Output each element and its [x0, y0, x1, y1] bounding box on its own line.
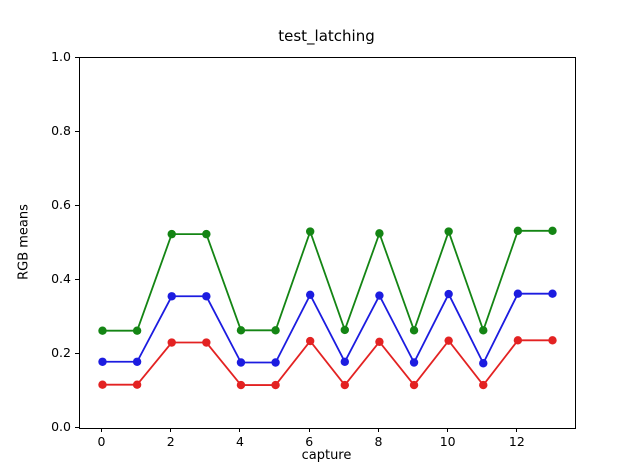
line-chart-canvas: [98, 226, 557, 390]
marker-blue-1: [132, 357, 142, 366]
marker-green-7: [340, 325, 350, 335]
marker-red-2: [167, 338, 176, 347]
marker-red-8: [375, 337, 384, 346]
marker-red-11: [479, 380, 488, 390]
x-tick-mark: [308, 428, 310, 432]
marker-green-12: [513, 226, 523, 235]
marker-red-9: [409, 380, 419, 390]
marker-red-3: [202, 338, 211, 347]
x-axis-label: capture: [301, 448, 352, 463]
y-tick-mark: [75, 426, 79, 428]
marker-green-8: [375, 229, 384, 238]
marker-blue-7: [340, 357, 350, 366]
x-tick-label: 8: [374, 434, 383, 449]
marker-red-5: [271, 380, 280, 390]
marker-blue-13: [548, 289, 557, 298]
marker-blue-5: [271, 358, 280, 367]
marker-green-6: [305, 227, 315, 236]
x-tick-mark: [516, 428, 518, 432]
x-tick-label: 4: [235, 434, 244, 449]
y-tick-label: 0.0: [51, 419, 71, 434]
marker-green-10: [444, 227, 453, 236]
marker-red-13: [548, 336, 557, 345]
y-tick-label: 0.2: [51, 345, 71, 360]
y-tick-label: 1.0: [51, 49, 71, 64]
y-tick-mark: [75, 278, 79, 280]
marker-blue-2: [167, 292, 176, 301]
y-tick-mark: [75, 204, 79, 206]
x-tick-label: 6: [305, 434, 314, 449]
marker-green-4: [236, 326, 246, 335]
marker-green-3: [202, 229, 211, 239]
x-tick-mark: [170, 428, 172, 432]
x-tick-mark: [447, 428, 449, 432]
x-tick-label: 0: [97, 434, 106, 449]
marker-blue-9: [409, 358, 419, 367]
y-tick-label: 0.8: [51, 123, 71, 138]
marker-blue-8: [375, 291, 384, 300]
marker-green-0: [98, 326, 107, 335]
y-tick-label: 0.4: [51, 271, 71, 286]
marker-red-0: [98, 380, 107, 389]
series-line-green: [102, 228, 553, 334]
marker-green-9: [409, 326, 419, 335]
plot-area: [79, 57, 576, 429]
y-tick-label: 0.6: [51, 197, 71, 212]
marker-green-5: [271, 326, 280, 335]
marker-red-1: [132, 380, 142, 389]
x-tick-mark: [377, 428, 379, 432]
x-tick-label: 10: [439, 434, 456, 449]
marker-green-2: [167, 229, 176, 239]
marker-red-12: [513, 336, 523, 345]
marker-green-1: [132, 326, 142, 335]
marker-red-10: [444, 336, 453, 345]
x-tick-label: 12: [508, 434, 525, 449]
marker-blue-6: [305, 290, 315, 299]
marker-blue-0: [98, 357, 107, 366]
marker-blue-10: [444, 289, 453, 299]
y-tick-mark: [75, 130, 79, 132]
chart-title: test_latching: [278, 27, 375, 45]
marker-red-6: [305, 336, 315, 346]
x-tick-mark: [101, 428, 102, 432]
marker-blue-12: [513, 289, 523, 298]
marker-red-7: [340, 380, 350, 390]
series-line-red: [102, 339, 553, 387]
series-line-blue: [102, 292, 553, 366]
marker-blue-11: [479, 359, 488, 368]
marker-red-4: [236, 380, 246, 390]
marker-green-13: [548, 226, 557, 235]
y-tick-mark: [75, 56, 79, 58]
y-tick-mark: [75, 352, 79, 354]
x-tick-label: 2: [166, 434, 175, 449]
y-axis-label: RGB means: [16, 204, 32, 280]
x-tick-mark: [239, 428, 241, 432]
marker-green-11: [479, 326, 488, 335]
marker-blue-4: [236, 358, 246, 367]
marker-blue-3: [202, 292, 211, 301]
